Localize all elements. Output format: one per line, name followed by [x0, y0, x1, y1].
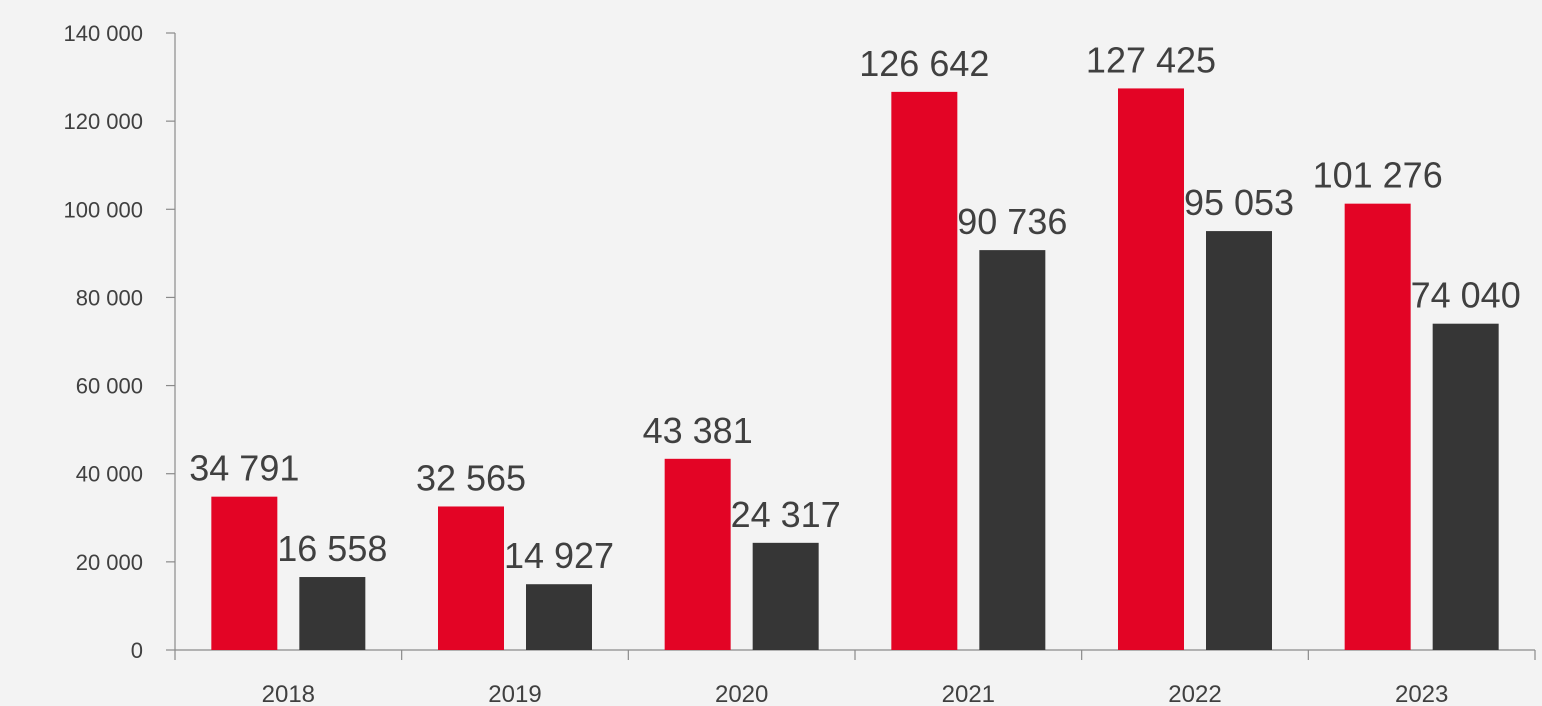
bar-data-label: 90 736 [957, 201, 1067, 242]
bar-series1-2021 [891, 91, 958, 651]
y-axis: 0 20 000 40 000 60 000 80 000 100 000 120 000 1… [63, 21, 176, 663]
y-tick-label: 80 000 [76, 285, 143, 310]
bar-data-label: 43 381 [643, 410, 753, 451]
y-tick-label: 40 000 [76, 462, 143, 487]
bar-data-label: 74 040 [1411, 275, 1521, 316]
bar-series2-2021 [979, 250, 1046, 651]
bar-data-label: 101 276 [1313, 155, 1443, 196]
bar-data-label: 24 317 [731, 494, 841, 535]
bar-data-label: 126 642 [859, 43, 989, 84]
bars-group [211, 88, 1499, 651]
y-tick-label: 140 000 [63, 21, 143, 46]
bar-series2-2023 [1432, 323, 1499, 650]
y-tick-label: 100 000 [63, 197, 143, 222]
bar-series1-2020 [664, 458, 731, 650]
y-tick-label: 20 000 [76, 550, 143, 575]
x-axis: 2018 2019 2020 2021 2022 2023 [174, 649, 1536, 706]
x-category-label: 2018 [262, 681, 315, 706]
x-category-label: 2022 [1168, 681, 1221, 706]
bar-series1-2018 [211, 496, 278, 650]
bar-series2-2019 [526, 584, 592, 650]
bar-series1-2022 [1118, 88, 1184, 651]
bar-series1-2023 [1344, 203, 1411, 650]
data-labels-group: 34 791 32 565 43 381 126 642 127 425 101 276 1… [189, 39, 1520, 576]
x-category-label: 2019 [488, 681, 541, 706]
bar-series2-2018 [299, 577, 366, 650]
bar-data-label: 16 558 [277, 528, 387, 569]
x-category-label: 2021 [942, 681, 995, 706]
bar-data-label: 32 565 [416, 457, 526, 498]
y-tick-label: 120 000 [63, 109, 143, 134]
bar-data-label: 95 053 [1184, 182, 1294, 223]
x-category-label: 2023 [1395, 681, 1448, 706]
x-category-label: 2020 [715, 681, 768, 706]
y-tick-label: 60 000 [76, 374, 143, 399]
bar-series2-2020 [752, 542, 819, 650]
bar-data-label: 127 425 [1086, 39, 1216, 80]
bar-series1-2019 [438, 506, 504, 650]
bar-data-label: 34 791 [189, 448, 299, 489]
bar-data-label: 14 927 [504, 535, 614, 576]
bar-series2-2022 [1206, 231, 1272, 651]
y-tick-label: 0 [131, 638, 143, 663]
